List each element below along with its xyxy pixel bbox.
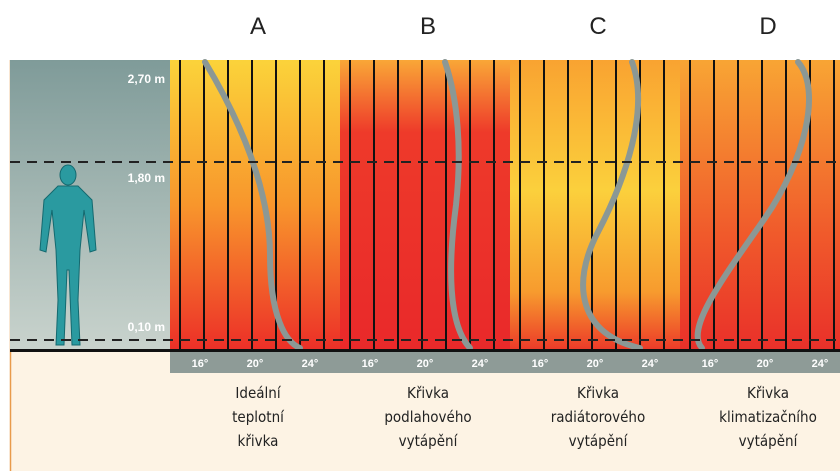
column-letter: B: [420, 13, 436, 40]
temperature-label: 16°: [192, 358, 209, 370]
height-label: 0,10 m: [128, 320, 165, 334]
height-label: 2,70 m: [128, 72, 165, 86]
temperature-label: 16°: [702, 358, 719, 370]
temperature-label: 20°: [757, 358, 774, 370]
caption-line: vytápění: [399, 432, 459, 450]
caption-line: podlahového: [384, 408, 471, 426]
temperature-label: 24°: [812, 358, 829, 370]
temperature-panel: [510, 60, 680, 350]
caption-line: vytápění: [739, 432, 799, 450]
temperature-label: 20°: [587, 358, 604, 370]
temperature-label: 24°: [472, 358, 489, 370]
height-label: 1,80 m: [128, 171, 165, 185]
caption-line: vytápění: [569, 432, 629, 450]
caption-line: Ideální: [235, 384, 281, 402]
temperature-label: 20°: [247, 358, 264, 370]
temperature-panel: [170, 60, 340, 350]
caption-line: Křivka: [577, 384, 619, 402]
temperature-label: 16°: [362, 358, 379, 370]
temperature-label: 24°: [642, 358, 659, 370]
column-letter: A: [250, 13, 266, 40]
caption-line: klimatizačního: [719, 408, 817, 426]
caption-line: křivka: [238, 432, 279, 450]
temperature-label: 20°: [417, 358, 434, 370]
caption-line: teplotní: [232, 408, 285, 426]
column-letter: C: [589, 13, 606, 40]
temperature-label: 24°: [302, 358, 319, 370]
temperature-panel: [340, 60, 510, 350]
caption-line: Křivka: [747, 384, 789, 402]
caption-line: radiátorového: [551, 408, 646, 426]
temperature-label: 16°: [532, 358, 549, 370]
column-letter: D: [759, 13, 776, 40]
caption-line: Křivka: [407, 384, 449, 402]
diagram: 16° 20° 24° 16° 20° 24° 16° 20° 24° 16° 20° 24° 2,7…: [0, 0, 840, 471]
